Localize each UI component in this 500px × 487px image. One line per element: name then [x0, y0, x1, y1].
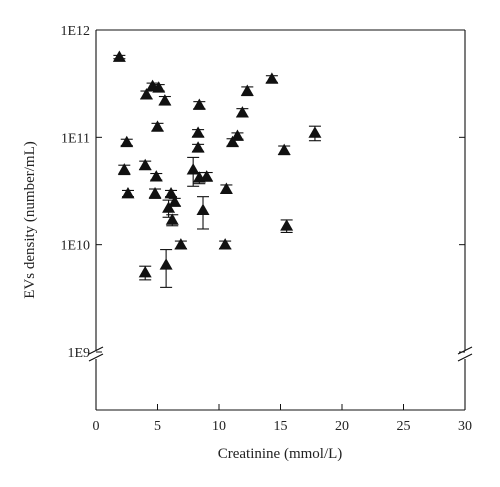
data-point-17 [168, 195, 182, 207]
triangle-marker-1 [117, 163, 131, 175]
triangle-marker-11 [152, 81, 166, 93]
data-point-19 [186, 156, 200, 187]
data-point-13 [159, 249, 173, 288]
y-axis-ticks: 1E9 1E10 1E11 1E12 [60, 24, 465, 361]
triangle-marker-12 [158, 94, 172, 106]
data-point-6 [138, 265, 152, 281]
break-mark-right-2 [457, 353, 473, 362]
data-point-27 [219, 182, 233, 195]
x-tick-label-1: 5 [154, 419, 161, 434]
data-point-33 [277, 143, 291, 156]
data-point-24 [196, 196, 210, 230]
data-point-8 [148, 186, 162, 199]
y-tick-label-3: 1E12 [60, 24, 90, 39]
data-point-12 [158, 94, 172, 106]
data-point-0 [112, 50, 126, 62]
data-point-34 [280, 219, 294, 233]
y-tick-label-0: 1E9 [67, 346, 90, 361]
data-point-20 [191, 126, 205, 138]
break-mark-left-2 [88, 353, 104, 362]
triangle-marker-21 [191, 141, 205, 153]
data-point-9 [149, 170, 163, 182]
triangle-marker-29 [230, 129, 244, 141]
x-tick-label-2: 10 [212, 419, 226, 434]
triangle-marker-25 [200, 170, 214, 182]
triangle-marker-28 [226, 135, 240, 148]
triangle-marker-26 [218, 238, 232, 250]
data-points [112, 50, 322, 288]
triangle-marker-15 [164, 186, 178, 199]
break-mark-right-1 [457, 346, 473, 355]
data-point-1 [117, 163, 131, 176]
triangle-marker-20 [191, 126, 205, 138]
triangle-marker-4 [139, 88, 153, 100]
data-point-5 [138, 158, 152, 171]
triangle-marker-31 [240, 84, 254, 96]
triangle-marker-30 [235, 106, 249, 118]
x-tick-label-0: 0 [93, 419, 100, 434]
data-point-25 [200, 170, 214, 182]
triangle-marker-19 [186, 163, 200, 175]
triangle-marker-3 [121, 186, 135, 199]
x-tick-label-4: 20 [335, 419, 349, 434]
data-point-4 [139, 88, 153, 100]
x-tick-label-6: 30 [458, 419, 472, 434]
data-point-3 [121, 186, 135, 199]
x-tick-label-5: 25 [397, 419, 411, 434]
data-point-18 [174, 238, 188, 250]
data-point-22 [192, 98, 206, 110]
data-point-35 [308, 125, 322, 142]
y-tick-label-2: 1E11 [61, 131, 90, 146]
data-point-30 [235, 106, 249, 118]
data-point-16 [165, 213, 179, 227]
triangle-marker-6 [138, 266, 152, 278]
data-point-32 [265, 72, 279, 84]
triangle-marker-10 [151, 120, 164, 132]
y-tick-label-1: 1E10 [60, 239, 90, 254]
x-tick-label-3: 15 [274, 419, 288, 434]
data-point-10 [151, 120, 164, 132]
triangle-marker-22 [192, 98, 206, 110]
triangle-marker-33 [277, 143, 291, 156]
triangle-marker-24 [196, 203, 210, 215]
triangle-marker-13 [159, 258, 173, 270]
data-point-2 [120, 135, 134, 148]
y-axis-title: EVs density (number/mL) [22, 141, 38, 298]
data-point-31 [240, 84, 254, 97]
triangle-marker-2 [120, 135, 134, 148]
data-point-21 [191, 141, 205, 153]
triangle-marker-18 [174, 238, 188, 250]
x-axis-title: Creatinine (mmol/L) [218, 446, 343, 462]
break-mark-left-1 [88, 346, 104, 355]
triangle-marker-9 [149, 170, 163, 182]
triangle-marker-0 [112, 50, 126, 62]
triangle-marker-14 [162, 201, 176, 213]
data-point-11 [152, 81, 166, 93]
data-point-29 [230, 129, 244, 141]
triangle-marker-17 [168, 195, 182, 207]
data-point-26 [218, 238, 232, 250]
triangle-marker-16 [165, 213, 179, 225]
triangle-marker-27 [219, 182, 233, 194]
triangle-marker-32 [265, 72, 279, 84]
triangle-marker-8 [148, 186, 162, 199]
x-axis-ticks: 0 5 10 15 20 25 30 [93, 404, 472, 434]
triangle-marker-34 [280, 219, 294, 231]
triangle-marker-35 [308, 126, 322, 138]
data-point-15 [164, 186, 178, 199]
triangle-marker-5 [138, 158, 152, 171]
axis-break-marks [88, 346, 473, 362]
